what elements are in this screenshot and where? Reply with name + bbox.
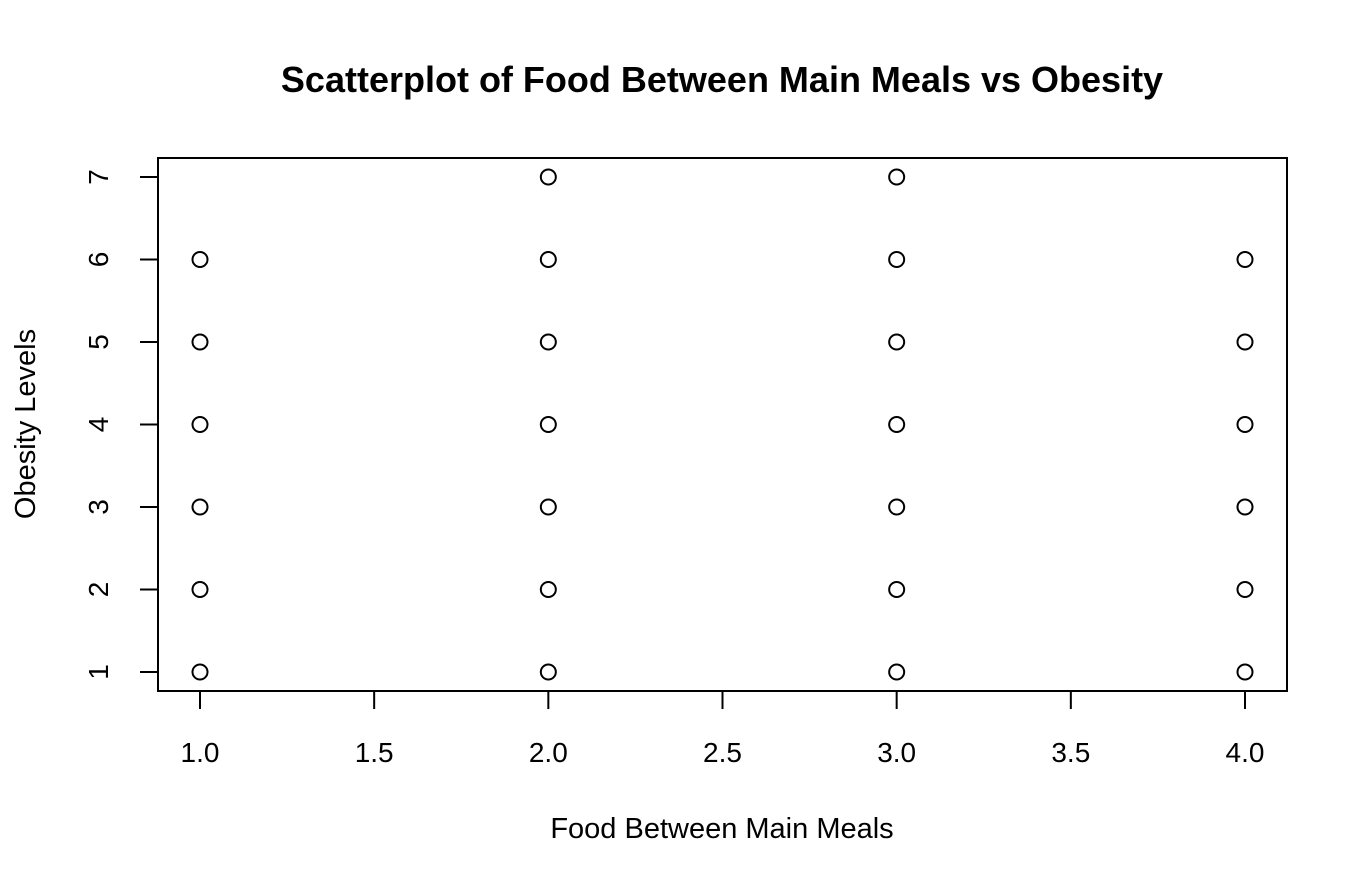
- y-tick-label: 4: [83, 417, 114, 433]
- data-point: [1236, 663, 1254, 681]
- y-axis-label: Obesity Levels: [10, 329, 42, 519]
- data-point: [1236, 416, 1254, 433]
- data-point: [191, 251, 209, 268]
- data-point: [191, 333, 209, 351]
- data-point: [1236, 333, 1254, 351]
- data-point: [191, 416, 209, 433]
- data-point: [888, 416, 906, 433]
- data-point: [888, 581, 906, 598]
- y-tick-label: 1: [83, 664, 114, 680]
- data-point: [1236, 581, 1254, 598]
- y-tick-label: 7: [83, 169, 114, 185]
- data-point: [539, 663, 557, 681]
- data-point: [539, 168, 557, 186]
- x-tick-label: 3.0: [877, 737, 916, 768]
- data-point: [539, 333, 557, 351]
- data-point: [539, 251, 557, 268]
- data-point: [191, 663, 209, 681]
- x-tick-label: 1.5: [355, 737, 394, 768]
- y-tick-label: 5: [83, 334, 114, 350]
- data-point: [888, 333, 906, 351]
- data-point: [191, 498, 209, 516]
- y-tick-label: 3: [83, 499, 114, 515]
- y-tick-label: 6: [83, 252, 114, 268]
- data-point: [888, 498, 906, 516]
- chart-title: Scatterplot of Food Between Main Meals v…: [281, 59, 1163, 100]
- data-point: [539, 416, 557, 433]
- data-point: [888, 663, 906, 681]
- x-axis-label: Food Between Main Meals: [550, 813, 893, 845]
- x-tick-label: 2.0: [529, 737, 568, 768]
- x-tick-label: 2.5: [703, 737, 742, 768]
- y-tick-label: 2: [83, 582, 114, 598]
- y-axis: 1 2 3 4 5 6 7: [83, 169, 159, 680]
- data-point: [539, 581, 557, 598]
- x-axis: 1.0 1.5 2.0 2.5 3.0 3.5 4.0: [181, 690, 1265, 768]
- data-point: [1236, 251, 1254, 268]
- data-point: [888, 251, 906, 268]
- x-tick-label: 1.0: [181, 737, 220, 768]
- data-point: [539, 498, 557, 516]
- data-point: [888, 168, 906, 186]
- points-layer: [191, 168, 1254, 681]
- x-tick-label: 4.0: [1226, 737, 1265, 768]
- data-point: [191, 581, 209, 598]
- x-tick-label: 3.5: [1051, 737, 1090, 768]
- data-point: [1236, 498, 1254, 516]
